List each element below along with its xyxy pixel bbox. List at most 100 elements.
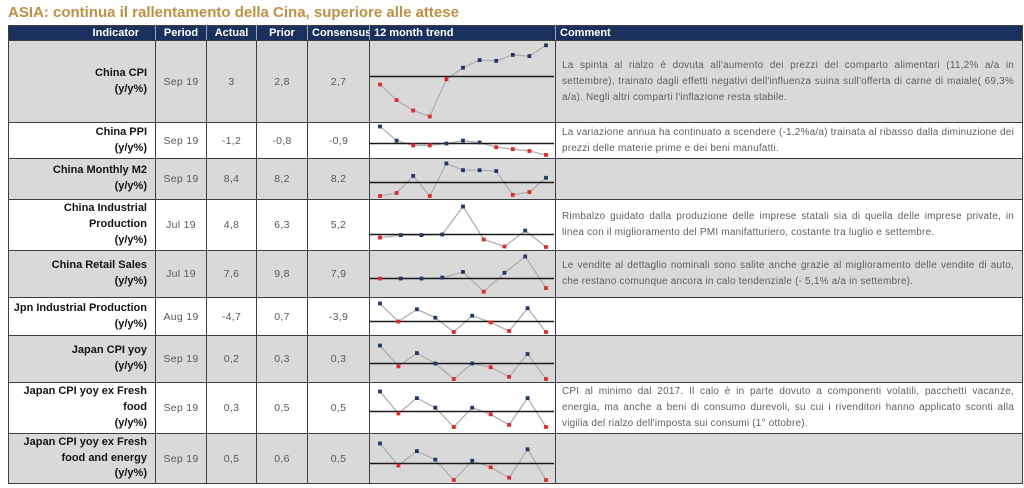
table-row: China Industrial Production (y/y%) Jul 1… (8, 199, 1023, 251)
indicator-name: Japan CPI yoy ex Fresh food and energy (23, 435, 148, 464)
indicator-name: China PPI (95, 125, 147, 138)
table-row: China Monthly M2 (y/y%) Sep 19 8,4 8,2 8… (8, 158, 1023, 200)
indicator-name: Jpn Industrial Production (13, 301, 147, 314)
indicator-cell: China Retail Sales (y/y%) (8, 250, 156, 298)
actual-cell: -4,7 (206, 297, 257, 336)
indicator-cell: China PPI (y/y%) (8, 122, 156, 159)
table-row: China CPI (y/y%) Sep 19 3 2,8 2,7 La spi… (8, 40, 1023, 123)
prior-cell: 0,3 (256, 335, 308, 383)
header-period: Period (155, 25, 207, 41)
comment-cell: La spinta al rialzo è dovuta all'aumento… (555, 40, 1023, 123)
consensus-cell: -3,9 (307, 297, 370, 336)
trend-sparkline (370, 124, 554, 158)
header-prior: Prior (256, 25, 308, 41)
period-cell: Sep 19 (155, 40, 207, 123)
indicator-unit: (y/y%) (114, 233, 147, 246)
actual-cell: 0,5 (206, 433, 257, 484)
indicator-name: China Monthly M2 (52, 164, 147, 177)
trend-sparkline (370, 337, 554, 382)
indicator-unit: (y/y%) (114, 180, 147, 192)
trend-cell (369, 382, 556, 434)
trend-cell (369, 199, 556, 251)
trend-sparkline (370, 201, 554, 250)
comment-cell (555, 158, 1023, 200)
period-cell: Jul 19 (155, 250, 207, 298)
indicator-name: Japan CPI yoy ex Fresh food (23, 385, 148, 414)
comment-cell: CPI al minimo dal 2017. Il calo è in par… (555, 382, 1023, 434)
table-row: Japan CPI yoy ex Fresh food (y/y%) Sep 1… (8, 382, 1023, 434)
consensus-cell: 7,9 (307, 250, 370, 298)
indicator-cell: Japan CPI yoy ex Fresh food (y/y%) (8, 382, 156, 434)
prior-cell: 6,3 (256, 199, 308, 251)
table-body: China CPI (y/y%) Sep 19 3 2,8 2,7 La spi… (8, 40, 1023, 484)
trend-cell (369, 122, 556, 159)
header-indicator: Indicator (8, 25, 156, 41)
table-row: China PPI (y/y%) Sep 19 -1,2 -0,8 -0,9 L… (8, 122, 1023, 159)
indicator-unit: (y/y%) (114, 82, 147, 95)
indicator-cell: Jpn Industrial Production (y/y%) (8, 297, 156, 336)
indicator-name: China Industrial Production (63, 202, 147, 231)
indicator-name: China Retail Sales (51, 259, 147, 272)
period-cell: Sep 19 (155, 158, 207, 200)
trend-cell (369, 297, 556, 336)
indicator-name: China CPI (95, 66, 147, 79)
prior-cell: 2,8 (256, 40, 308, 123)
trend-cell (369, 158, 556, 200)
comment-cell (555, 297, 1023, 336)
table-row: China Retail Sales (y/y%) Jul 19 7,6 9,8… (8, 250, 1023, 298)
period-cell: Sep 19 (155, 433, 207, 484)
table-row: Japan CPI yoy ex Fresh food and energy (… (8, 433, 1023, 484)
indicator-cell: China Monthly M2 (y/y%) (8, 158, 156, 200)
period-cell: Sep 19 (155, 382, 207, 434)
header-comment: Comment (555, 25, 1023, 41)
period-cell: Sep 19 (155, 122, 207, 159)
consensus-cell: -0,9 (307, 122, 370, 159)
header-trend: 12 month trend (369, 25, 556, 41)
period-cell: Aug 19 (155, 297, 207, 336)
indicator-cell: China Industrial Production (y/y%) (8, 199, 156, 251)
trend-cell (369, 433, 556, 484)
trend-sparkline (370, 252, 554, 297)
comment-cell (555, 335, 1023, 383)
indicator-cell: Japan CPI yoy (y/y%) (8, 335, 156, 383)
indicator-unit: (y/y%) (114, 416, 147, 429)
consensus-cell: 0,5 (307, 382, 370, 434)
prior-cell: -0,8 (256, 122, 308, 159)
indicator-unit: (y/y%) (114, 360, 147, 372)
header-consensus: Consensus (307, 25, 370, 41)
comment-cell: Le vendite al dettaglio nominali sono sa… (555, 250, 1023, 298)
period-cell: Sep 19 (155, 335, 207, 383)
trend-sparkline (370, 299, 554, 335)
indicator-unit: (y/y%) (114, 275, 147, 287)
consensus-cell: 5,2 (307, 199, 370, 251)
indicator-unit: (y/y%) (114, 141, 147, 154)
actual-cell: 4,8 (206, 199, 257, 251)
prior-cell: 9,8 (256, 250, 308, 298)
trend-sparkline (370, 160, 554, 199)
indicator-unit: (y/y%) (114, 467, 147, 480)
prior-cell: 0,5 (256, 382, 308, 434)
trend-sparkline (370, 384, 554, 430)
trend-sparkline (370, 435, 554, 483)
comment-cell: La variazione annua ha continuato a scen… (555, 122, 1023, 159)
period-cell: Jul 19 (155, 199, 207, 251)
prior-cell: 0,6 (256, 433, 308, 484)
consensus-cell: 2,7 (307, 40, 370, 123)
prior-cell: 8,2 (256, 158, 308, 200)
consensus-cell: 0,3 (307, 335, 370, 383)
indicator-name: Japan CPI yoy (71, 344, 147, 357)
actual-cell: 0,2 (206, 335, 257, 383)
actual-cell: 0,3 (206, 382, 257, 434)
indicators-table: Indicator Period Actual Prior Consensus … (8, 25, 1023, 484)
trend-sparkline (370, 42, 554, 122)
comment-cell (555, 433, 1023, 484)
indicator-cell: Japan CPI yoy ex Fresh food and energy (… (8, 433, 156, 484)
actual-cell: 7,6 (206, 250, 257, 298)
page-title: ASIA: continua il rallentamento della Ci… (8, 4, 459, 21)
actual-cell: -1,2 (206, 122, 257, 159)
actual-cell: 3 (206, 40, 257, 123)
indicator-unit: (y/y%) (114, 317, 147, 330)
table-header-row: Indicator Period Actual Prior Consensus … (8, 25, 1023, 41)
prior-cell: 0,7 (256, 297, 308, 336)
